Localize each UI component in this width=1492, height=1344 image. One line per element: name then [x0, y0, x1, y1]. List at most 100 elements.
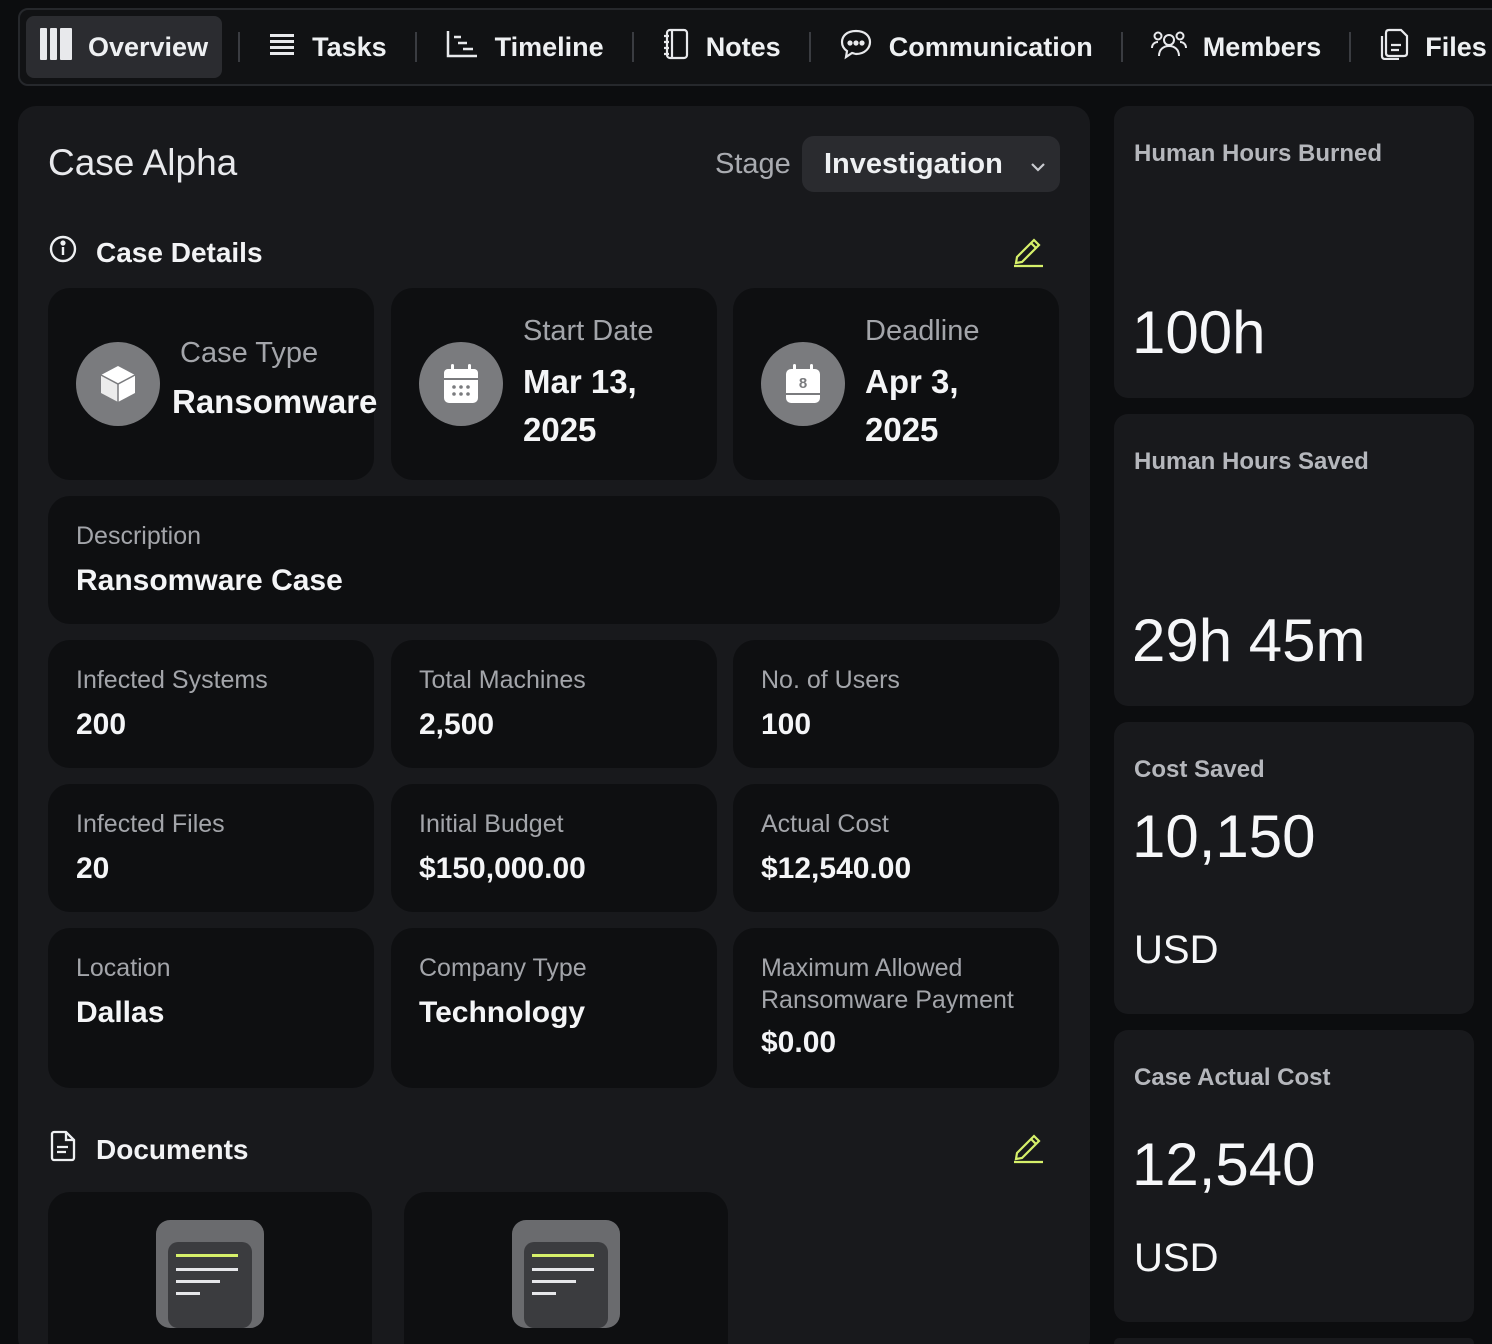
files-icon: [1379, 28, 1409, 67]
infected-files-card: Infected Files 20: [48, 784, 374, 912]
field-value: 200: [76, 708, 127, 741]
field-label: Location: [76, 954, 171, 982]
calendar-8-icon: 8: [761, 342, 845, 426]
tab-members[interactable]: Members: [1137, 16, 1336, 78]
divider: [1349, 32, 1352, 62]
documents-header: Documents: [48, 1130, 248, 1169]
deadline-value-line1: Apr 3,: [865, 362, 959, 400]
start-date-label: Start Date: [523, 314, 654, 347]
stage-value: Investigation: [824, 147, 1003, 180]
tab-label: Tasks: [312, 31, 387, 62]
field-value: Dallas: [76, 996, 165, 1029]
tab-label: Timeline: [494, 31, 604, 62]
deadline-card: 8 Deadline Apr 3, 2025: [733, 288, 1059, 480]
human-hours-burned-card: Human Hours Burned 100h: [1114, 106, 1474, 398]
section-title: Documents: [96, 1133, 249, 1165]
case-type-card: Case Type Ransomware: [48, 288, 378, 480]
deadline-value-line2: 2025: [865, 410, 939, 448]
case-actual-cost-card: Case Actual Cost 12,540 USD: [1114, 1030, 1474, 1322]
users-count-card: No. of Users 100: [733, 640, 1059, 768]
field-label: Initial Budget: [419, 810, 564, 838]
edit-details-button[interactable]: [1010, 232, 1046, 268]
divider: [631, 32, 634, 62]
stat-value: 10,150: [1132, 803, 1316, 870]
company-type-card: Company Type Technology: [391, 928, 717, 1088]
tab-files[interactable]: Files: [1365, 16, 1492, 78]
tab-notes[interactable]: Notes: [648, 16, 795, 78]
initial-budget-card: Initial Budget $150,000.00: [391, 784, 717, 912]
field-value: $150,000.00: [419, 852, 586, 885]
tab-tasks[interactable]: Tasks: [254, 16, 401, 78]
divider: [808, 32, 811, 62]
infected-systems-card: Infected Systems 200: [48, 640, 374, 768]
description-value: Ransomware Case: [76, 564, 343, 597]
stat-unit: USD: [1134, 1236, 1219, 1280]
cost-saved-card: Cost Saved 10,150 USD: [1114, 722, 1474, 1014]
stat-label: Case Actual Cost: [1134, 1064, 1331, 1091]
field-value: $12,540.00: [761, 852, 912, 885]
document-card[interactable]: [404, 1192, 728, 1344]
stage-dropdown[interactable]: Investigation: [802, 136, 1060, 192]
field-value: $0.00: [761, 1026, 837, 1059]
field-value: 100: [761, 708, 812, 741]
field-label: Infected Files: [76, 810, 225, 838]
document-thumbnail-icon: [156, 1220, 264, 1328]
start-date-value-line1: Mar 13,: [523, 362, 637, 400]
case-overview-panel: Case Alpha Stage Investigation Case Deta…: [18, 106, 1090, 1344]
document-card[interactable]: [48, 1192, 372, 1344]
tab-communication[interactable]: Communication: [825, 16, 1107, 78]
divider: [1120, 32, 1123, 62]
pencil-icon: [1010, 238, 1046, 272]
tab-label: Notes: [705, 31, 781, 62]
human-hours-saved-card: Human Hours Saved 29h 45m: [1114, 414, 1474, 706]
page-title: Case Alpha: [48, 142, 238, 183]
tab-label: Overview: [88, 31, 209, 62]
start-date-card: Start Date Mar 13, 2025: [391, 288, 717, 480]
description-label: Description: [76, 522, 202, 550]
stat-card-partial: [1114, 1338, 1474, 1344]
case-type-label: Case Type: [180, 336, 319, 369]
stat-unit: USD: [1134, 928, 1219, 972]
actual-cost-card: Actual Cost $12,540.00: [733, 784, 1059, 912]
notes-icon: [662, 28, 690, 67]
stat-value: 29h 45m: [1132, 607, 1366, 674]
field-value: 20: [76, 852, 110, 885]
tab-timeline[interactable]: Timeline: [431, 16, 618, 78]
edit-documents-button[interactable]: [1010, 1128, 1046, 1164]
overview-icon: [40, 27, 72, 67]
field-label: Maximum Allowed Ransomware Payment: [761, 954, 1014, 1014]
tab-label: Communication: [888, 31, 1093, 62]
stat-value: 100h: [1132, 299, 1266, 366]
members-icon: [1150, 29, 1187, 66]
start-date-value-line2: 2025: [523, 410, 597, 448]
info-icon: [48, 234, 78, 271]
stage-label: Stage: [715, 148, 791, 180]
tab-overview[interactable]: Overview: [26, 16, 223, 78]
field-label: Company Type: [419, 954, 587, 982]
divider: [414, 32, 417, 62]
document-thumbnail-icon: [512, 1220, 620, 1328]
case-type-value: Ransomware: [172, 382, 378, 420]
stat-value: 12,540: [1132, 1131, 1316, 1198]
field-label: Infected Systems: [76, 666, 268, 694]
stat-label: Human Hours Burned: [1134, 140, 1383, 167]
case-details-header: Case Details: [48, 234, 263, 271]
field-label: Total Machines: [419, 666, 586, 694]
chevron-down-icon: [1029, 148, 1047, 181]
section-title: Case Details: [96, 236, 263, 268]
field-label: Actual Cost: [761, 810, 889, 838]
field-value: 2,500: [419, 708, 495, 741]
description-card: Description Ransomware Case: [48, 496, 1060, 624]
top-nav: Overview Tasks Timeline Notes Communicat…: [18, 8, 1492, 86]
location-card: Location Dallas: [48, 928, 374, 1088]
document-icon: [48, 1130, 78, 1169]
pencil-icon: [1010, 1134, 1046, 1168]
max-ransom-payment-card: Maximum Allowed Ransomware Payment $0.00: [733, 928, 1059, 1088]
calendar-icon: [419, 342, 503, 426]
stat-label: Cost Saved: [1134, 756, 1265, 783]
cube-icon: [76, 342, 160, 426]
tab-label: Members: [1202, 31, 1322, 62]
total-machines-card: Total Machines 2,500: [391, 640, 717, 768]
tab-label: Files: [1425, 31, 1487, 62]
chat-icon: [839, 28, 873, 67]
